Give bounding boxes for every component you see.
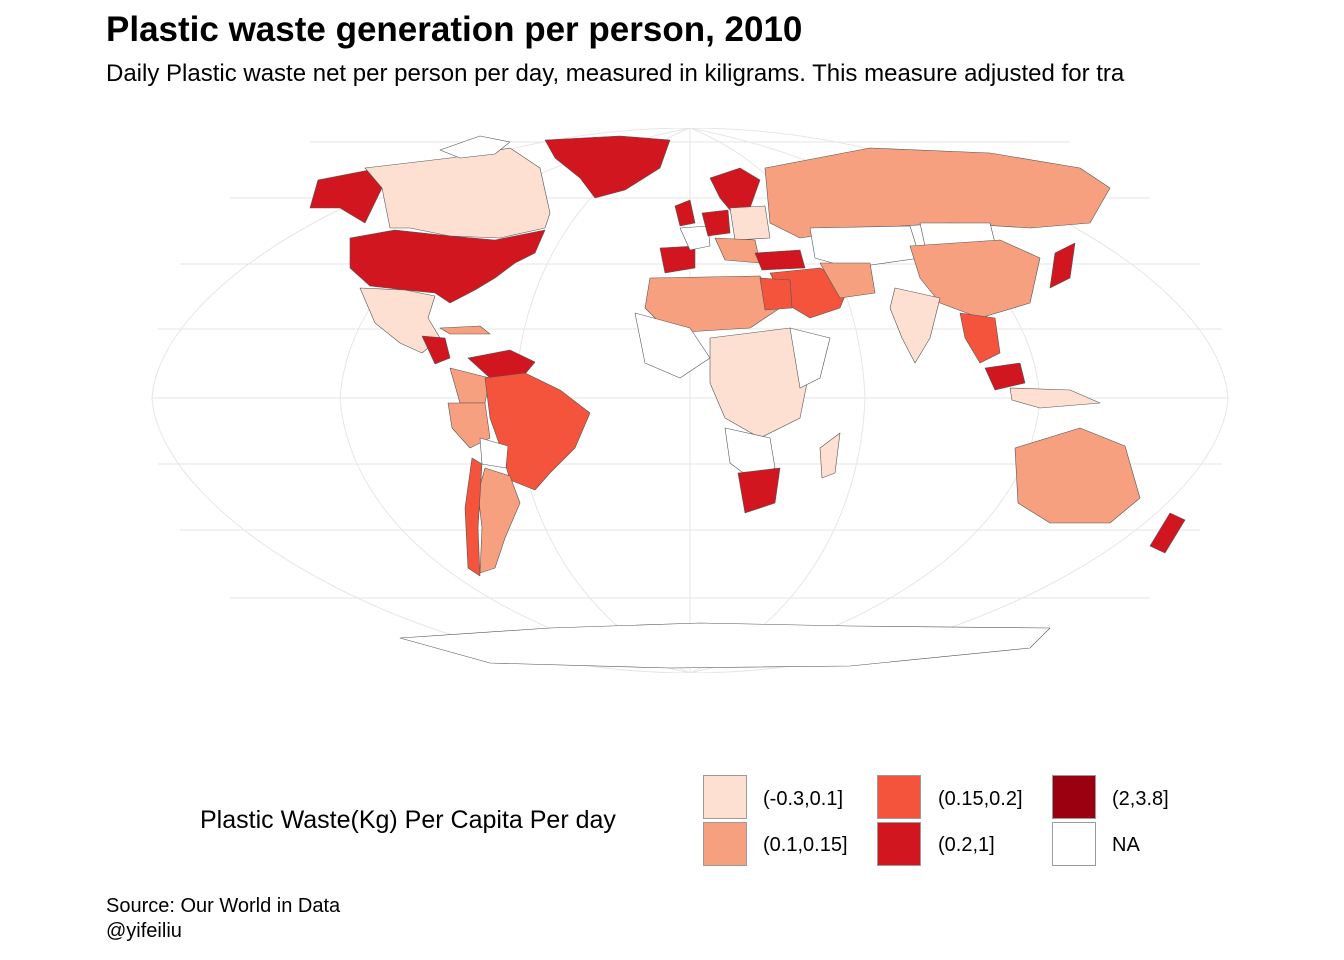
region-south-africa [737, 467, 781, 514]
region-bolivia [479, 437, 509, 469]
legend-key-2 [703, 822, 747, 866]
region-japan [1049, 242, 1076, 289]
region-east-africa [789, 327, 831, 389]
region-greenland [544, 135, 671, 199]
legend-key-4 [877, 822, 921, 866]
legend-label-2: (0.1,0.15] [763, 834, 848, 856]
region-india [889, 287, 941, 364]
region-iran [819, 262, 876, 299]
region-italy-balkans [714, 237, 761, 264]
region-venezuela [467, 349, 536, 381]
region-caribbean [439, 325, 491, 335]
region-west-africa [634, 312, 711, 379]
region-peru [447, 402, 491, 449]
region-southeast-asia [959, 312, 1001, 364]
region-united-kingdom [674, 199, 696, 227]
region-spain [659, 245, 696, 274]
region-malaysia [984, 362, 1026, 391]
region-chile [464, 457, 483, 577]
region-indonesia [1009, 387, 1101, 409]
world-map [151, 128, 1229, 673]
region-turkey [754, 249, 806, 271]
region-germany [701, 209, 731, 237]
legend-label-4: (0.2,1] [938, 834, 995, 856]
region-france [679, 225, 711, 251]
region-north-africa [644, 275, 781, 334]
region-egypt [759, 277, 793, 311]
region-canada [364, 147, 551, 239]
legend-label-3: (0.15,0.2] [938, 788, 1023, 810]
region-china [909, 239, 1041, 319]
region-madagascar [819, 432, 841, 479]
region-canada-islands [439, 135, 511, 159]
region-russia [764, 147, 1111, 239]
region-united-states [349, 229, 546, 304]
region-australia [1014, 427, 1141, 524]
region-central-asia [809, 225, 921, 269]
region-argentina [477, 467, 521, 574]
region-eastern-europe [729, 205, 771, 241]
region-new-zealand [1149, 512, 1186, 554]
credit-caption: @yifeiliu [106, 920, 182, 942]
chart-title: Plastic waste generation per person, 201… [106, 10, 803, 49]
legend-label-6: NA [1112, 834, 1140, 856]
region-central-america [421, 335, 451, 365]
chart-subtitle: Daily Plastic waste net per person per d… [106, 60, 1125, 87]
legend-key-5 [1052, 775, 1096, 819]
countries [309, 135, 1186, 669]
legend-key-3 [877, 775, 921, 819]
legend-key-6 [1052, 822, 1096, 866]
source-caption: Source: Our World in Data [106, 895, 341, 917]
legend-title: Plastic Waste(Kg) Per Capita Per day [200, 806, 616, 834]
legend-label-1: (-0.3,0.1] [763, 788, 844, 810]
legend-label-5: (2,3.8] [1112, 788, 1169, 810]
legend-key-1 [703, 775, 747, 819]
region-brazil [484, 372, 591, 491]
region-antarctica [399, 622, 1051, 669]
